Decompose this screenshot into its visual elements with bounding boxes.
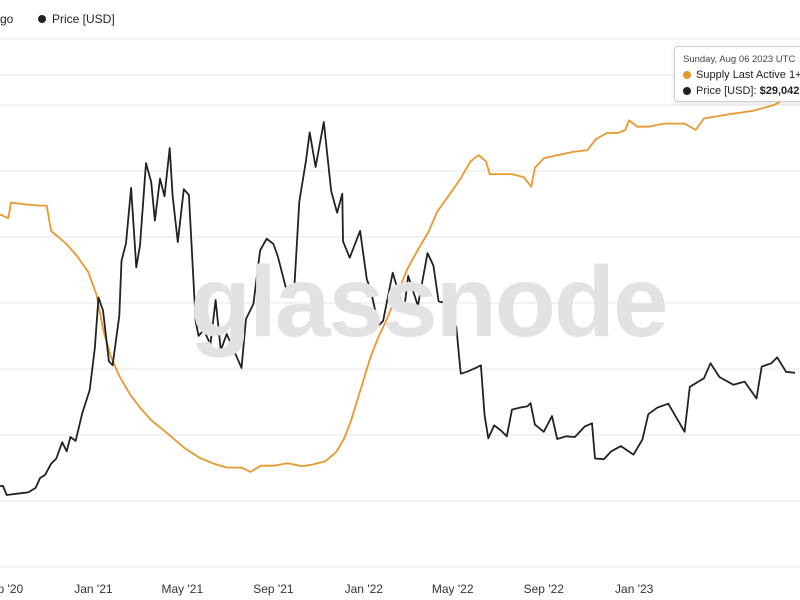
legend-marker-price (38, 15, 46, 23)
x-tick-label: Sep '22 (523, 582, 564, 596)
tooltip-label-price: Price [USD] (696, 85, 754, 97)
x-tick-label: Sep '21 (253, 582, 294, 596)
x-tick-label: Sep '20 (0, 582, 24, 596)
tooltip-value-price: $29,042 (759, 85, 800, 97)
legend-label-price: Price [USD] (52, 12, 115, 26)
series-line-supply (0, 91, 796, 473)
x-tick-label: Jan '21 (74, 582, 113, 596)
legend-item-supply[interactable]: Ago (0, 12, 13, 26)
legend-item-price[interactable]: Price [USD] (38, 12, 115, 26)
tooltip-date: Sunday, Aug 06 2023 UTC (683, 54, 796, 65)
tooltip-row-supply: Supply Last Active 1+ (683, 69, 800, 81)
tooltip-label-supply: Supply Last Active 1+ (696, 69, 800, 81)
hover-tooltip: Sunday, Aug 06 2023 UTC Supply Last Acti… (674, 46, 800, 102)
series-line-price (0, 121, 796, 496)
x-tick-label: May '22 (431, 582, 474, 596)
x-tick-label: Jan '23 (615, 582, 654, 596)
tooltip-row-price: Price [USD]: $29,042 (683, 85, 799, 97)
tooltip-marker-supply (683, 71, 691, 79)
x-tick-label: May '21 (161, 582, 204, 596)
legend-label-supply: Ago (0, 12, 14, 26)
x-tick-label: Jan '22 (344, 582, 383, 596)
tooltip-marker-price (683, 87, 691, 95)
